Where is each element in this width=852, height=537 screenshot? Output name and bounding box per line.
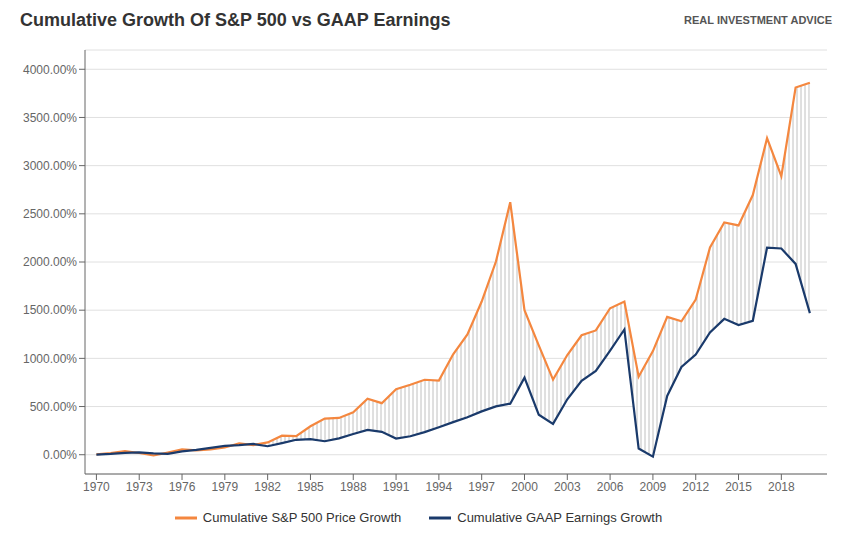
svg-text:500.00%: 500.00%	[30, 400, 78, 414]
svg-text:1979: 1979	[211, 480, 238, 494]
svg-text:2000: 2000	[511, 480, 538, 494]
svg-text:2000.00%: 2000.00%	[23, 255, 77, 269]
svg-text:2018: 2018	[768, 480, 795, 494]
svg-text:3500.00%: 3500.00%	[23, 111, 77, 125]
svg-text:1997: 1997	[468, 480, 495, 494]
svg-text:2006: 2006	[597, 480, 624, 494]
svg-text:1500.00%: 1500.00%	[23, 303, 77, 317]
html-text:REAL INVESTMENT ADVICE: REAL INVESTMENT ADVICE	[684, 14, 832, 26]
svg-text:1000.00%: 1000.00%	[23, 352, 77, 366]
svg-text:1970: 1970	[83, 480, 110, 494]
html-text:Cumulative GAAP Earnings Growt: Cumulative GAAP Earnings Growth	[457, 510, 663, 525]
svg-text:2015: 2015	[725, 480, 752, 494]
svg-text:1982: 1982	[254, 480, 281, 494]
svg-text:1991: 1991	[383, 480, 410, 494]
svg-text:3000.00%: 3000.00%	[23, 159, 77, 173]
svg-text:0.00%: 0.00%	[43, 448, 77, 462]
svg-text:2500.00%: 2500.00%	[23, 207, 77, 221]
svg-text:1985: 1985	[297, 480, 324, 494]
svg-text:1976: 1976	[169, 480, 196, 494]
svg-text:2009: 2009	[640, 480, 667, 494]
svg-text:4000.00%: 4000.00%	[23, 63, 77, 77]
html-text:Cumulative Growth Of S&P 500 v: Cumulative Growth Of S&P 500 vs GAAP Ear…	[20, 9, 451, 30]
svg-text:1994: 1994	[426, 480, 453, 494]
svg-text:1988: 1988	[340, 480, 367, 494]
svg-text:2012: 2012	[682, 480, 709, 494]
svg-text:2003: 2003	[554, 480, 581, 494]
html-text:Cumulative S&P 500 Price Growt: Cumulative S&P 500 Price Growth	[202, 510, 402, 525]
svg-text:1973: 1973	[126, 480, 153, 494]
